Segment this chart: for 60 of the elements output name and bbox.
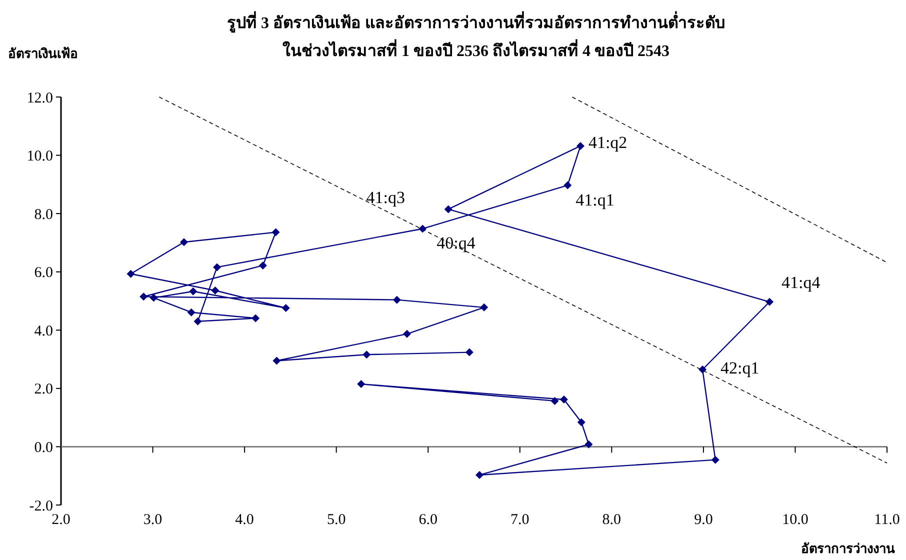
point	[180, 238, 188, 246]
point	[476, 470, 484, 479]
x-tick-label: 2.0	[52, 512, 70, 528]
x-tick-label: 4.0	[235, 512, 254, 528]
x-axis-title: อัตราการว่างงาน	[801, 541, 895, 556]
point	[362, 350, 371, 359]
point	[357, 380, 366, 388]
point	[418, 224, 427, 233]
y-axis-title: อัตราเงินเฟ้อ	[8, 46, 78, 61]
chart-title: รูปที่ 3 อัตราเงินเฟ้อ และอัตราการว่างงานที่รวมอัตราการทำงานต่ำระดับ	[227, 11, 725, 34]
point	[550, 396, 559, 405]
y-tick-label: -2.0	[29, 498, 53, 514]
point	[577, 418, 586, 426]
x-tick-label: 11.0	[874, 512, 900, 528]
point	[213, 263, 222, 272]
x-tick-label: 6.0	[418, 512, 438, 528]
point	[272, 356, 281, 365]
x-tick-label: 3.0	[143, 512, 162, 528]
y-tick-label: 4.0	[34, 323, 53, 340]
point	[584, 440, 593, 448]
point	[187, 308, 196, 316]
x-tick-label: 7.0	[510, 512, 530, 528]
point	[194, 317, 202, 326]
chart-subtitle: ในช่วงไตรมาสที่ 1 ของปี 2536 ถึงไตรมาสที่ 4 ของปี 2543	[282, 39, 670, 60]
point	[480, 303, 488, 312]
annotation: 42:q1	[720, 358, 760, 378]
y-tick-label: 8.0	[34, 206, 53, 223]
annotation: 41:q2	[588, 132, 628, 152]
x-tick-label: 5.0	[326, 512, 346, 528]
y-tick-label: 0.0	[34, 440, 53, 456]
point	[576, 142, 584, 150]
y-tick-label: 2.0	[34, 382, 53, 398]
annotation: 40:q4	[436, 234, 476, 253]
point	[272, 228, 280, 236]
x-tick-label: 10.0	[782, 512, 808, 528]
y-tick-label: 12.0	[26, 90, 53, 106]
point	[258, 261, 267, 270]
point	[282, 304, 290, 312]
point	[211, 286, 220, 295]
annotation: 41:q3	[366, 188, 406, 208]
point	[560, 396, 568, 404]
point	[698, 365, 707, 374]
y-tick-label: 10.0	[26, 148, 53, 165]
point	[126, 270, 135, 278]
point	[252, 314, 260, 322]
point	[140, 292, 148, 301]
point	[711, 456, 720, 464]
point	[465, 348, 474, 356]
point	[766, 298, 774, 306]
point	[189, 287, 198, 296]
annotation: 41:q1	[576, 190, 614, 210]
point	[403, 330, 411, 338]
point	[564, 181, 572, 190]
x-tick-label: 9.0	[694, 512, 713, 528]
point	[150, 294, 158, 302]
point	[444, 205, 452, 214]
x-tick-label: 8.0	[602, 512, 622, 528]
point	[392, 296, 401, 304]
y-tick-label: 6.0	[34, 265, 53, 282]
annotation: 41:q4	[782, 272, 821, 292]
